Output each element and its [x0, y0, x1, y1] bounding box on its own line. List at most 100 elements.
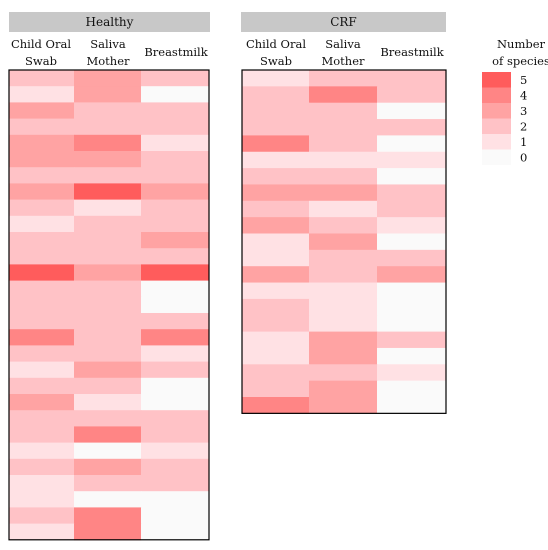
healthy-cell [141, 458, 210, 476]
crf-cell [377, 315, 447, 333]
crf-cell [242, 70, 310, 87]
crf-cell [242, 184, 310, 202]
healthy-cell [141, 232, 210, 249]
crf-cell [377, 380, 447, 398]
healthy-border [8, 69, 210, 541]
healthy-cell [9, 361, 75, 379]
crf-cell [309, 135, 378, 153]
healthy-cell [74, 248, 142, 265]
legend-label: 4 [520, 89, 527, 103]
healthy-cell [141, 134, 210, 152]
healthy-cell [74, 426, 142, 444]
healthy-cell [74, 507, 142, 525]
crf-cell [377, 298, 447, 316]
healthy-cell [141, 313, 210, 330]
healthy-cell [74, 491, 142, 508]
legend-title: Number of species [486, 36, 548, 70]
crf-col-label-line: Mother [321, 54, 365, 68]
healthy-cell [141, 102, 210, 120]
crf-cell [377, 331, 447, 349]
crf-cell [377, 249, 447, 267]
healthy-cell [74, 410, 142, 427]
healthy-cell [9, 86, 75, 103]
crf-col-label-line: Breastmilk [380, 45, 444, 59]
healthy-cell [74, 475, 142, 492]
crf-cell [309, 86, 378, 104]
crf-cell [242, 233, 310, 251]
crf-cell [377, 266, 447, 284]
crf-col-label-breastmilk: Breastmilk [376, 44, 448, 61]
healthy-cell [141, 86, 210, 103]
healthy-cell [74, 134, 142, 152]
crf-cell [377, 233, 447, 251]
crf-cell [242, 364, 310, 382]
healthy-cell [74, 232, 142, 249]
crf-cell [309, 331, 378, 349]
healthy-cell [9, 410, 75, 427]
healthy-cell [9, 442, 75, 460]
healthy-cell [9, 232, 75, 249]
healthy-cell [141, 410, 210, 427]
healthy-cell [141, 70, 210, 87]
legend-label: 0 [520, 151, 527, 165]
crf-cell [309, 168, 378, 185]
healthy-cell [141, 151, 210, 168]
healthy-cell [9, 167, 75, 184]
healthy-cell [141, 167, 210, 184]
crf-cell [242, 200, 310, 218]
healthy-cell [74, 264, 142, 282]
crf-cell [309, 347, 378, 365]
healthy-cell [74, 102, 142, 120]
healthy-cell [9, 134, 75, 152]
crf-cell [242, 266, 310, 284]
crf-cell [309, 364, 378, 382]
crf-cell [309, 184, 378, 202]
healthy-cell [74, 151, 142, 168]
healthy-cell [9, 215, 75, 233]
healthy-cell [9, 118, 75, 136]
healthy-cell [74, 313, 142, 330]
healthy-cell [74, 118, 142, 136]
crf-col-label-line: Swab [260, 54, 292, 68]
healthy-cell [9, 523, 75, 541]
healthy-cell [141, 199, 210, 217]
crf-cell [242, 168, 310, 185]
healthy-col-label-line: Swab [25, 54, 57, 68]
healthy-cell [9, 280, 75, 298]
crf-col-label-saliva-mother: Saliva Mother [308, 36, 378, 70]
healthy-col-label-saliva-mother: Saliva Mother [74, 36, 142, 70]
healthy-cell [74, 377, 142, 395]
healthy-cell [141, 264, 210, 282]
healthy-cell [9, 507, 75, 525]
healthy-cell [141, 296, 210, 314]
healthy-cell [141, 329, 210, 346]
healthy-cell [74, 183, 142, 201]
healthy-cell [141, 523, 210, 541]
healthy-cell [141, 280, 210, 298]
healthy-col-label-breastmilk: Breastmilk [140, 44, 212, 61]
legend: 5 43 21 0 [482, 72, 527, 165]
crf-cell [242, 86, 310, 104]
crf-cell [242, 380, 310, 398]
crf-panel-title: CRF [241, 12, 446, 32]
healthy-cell [9, 313, 75, 330]
legend-swatch [482, 118, 511, 134]
healthy-cell [74, 442, 142, 460]
healthy-cell [141, 118, 210, 136]
crf-cell [242, 249, 310, 267]
healthy-cell [74, 361, 142, 379]
healthy-cell [9, 70, 75, 87]
crf-cell [377, 200, 447, 218]
crf-cell [242, 298, 310, 316]
crf-cell [309, 102, 378, 120]
healthy-cell [141, 377, 210, 395]
healthy-cell [74, 70, 142, 87]
crf-cell [309, 397, 378, 414]
healthy-cell [9, 264, 75, 282]
crf-cell [242, 397, 310, 414]
healthy-cell [74, 296, 142, 314]
crf-col-label-child-oral-swab: Child Oral Swab [241, 36, 311, 70]
crf-cell [242, 331, 310, 349]
healthy-cell [9, 151, 75, 168]
